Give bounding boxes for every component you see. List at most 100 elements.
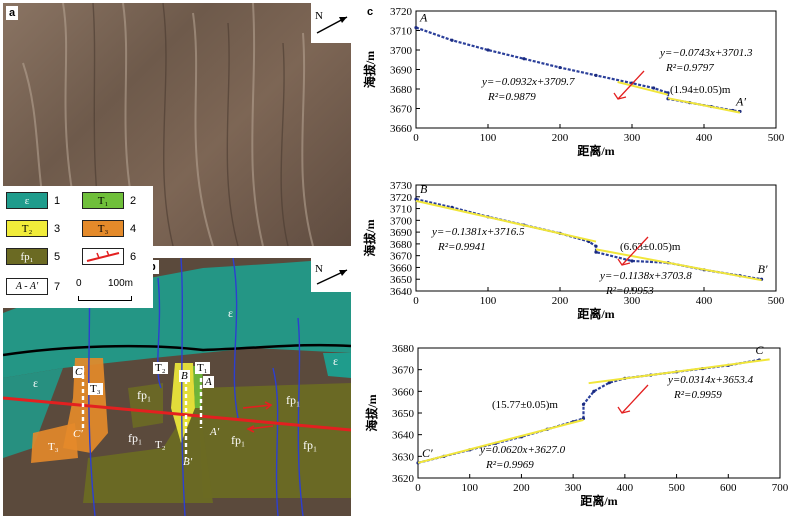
x-axis-label: 距离/m xyxy=(577,306,614,321)
fit-line-upper xyxy=(588,358,770,385)
y-tick-label: 3720 xyxy=(390,6,413,18)
y-tick-label: 3700 xyxy=(390,215,413,227)
x-tick-label: 0 xyxy=(415,482,421,494)
map-label-T3-2: T₃ xyxy=(48,441,59,453)
legend-box: ε 1 T₁ 2 T₂ 3 T₃ 4 fp₁ 5 6 A - A′ 7 0 10… xyxy=(2,186,153,308)
x-tick-label: 400 xyxy=(696,295,713,307)
offset-label: (15.77±0.05)m xyxy=(492,399,558,411)
profile-point xyxy=(522,57,526,61)
legend-num-6: 6 xyxy=(130,250,137,263)
x-tick-label: 500 xyxy=(668,482,685,494)
y-tick-label: 3710 xyxy=(390,204,413,216)
fit-r2-upper: R²=0.9941 xyxy=(437,241,486,253)
profile-point xyxy=(592,389,596,393)
fault-symbol-icon xyxy=(82,248,124,265)
profile-point xyxy=(630,259,634,263)
fit-equation-upper: y=0.0314x+3653.4 xyxy=(667,374,754,386)
fit-equation-lower: y=−0.1138x+3703.8 xyxy=(599,270,692,282)
y-tick-label: 3620 xyxy=(392,473,415,485)
y-tick-label: 3650 xyxy=(392,408,415,420)
north-arrow-b: N xyxy=(311,258,351,292)
fit-line-lower xyxy=(595,248,762,282)
legend-item-5: fp₁ 5 xyxy=(6,248,60,265)
fault-arrow-line xyxy=(621,384,649,414)
y-tick-label: 3640 xyxy=(392,430,415,442)
profile-point xyxy=(414,197,418,201)
fit-equation-lower: y=0.0620x+3627.0 xyxy=(479,444,566,456)
map-label-B: B xyxy=(179,370,190,382)
y-tick-label: 3680 xyxy=(392,343,415,355)
north-label: N xyxy=(315,10,323,22)
legend-swatch-2: T₁ xyxy=(82,192,124,209)
fit-line-upper xyxy=(415,199,597,243)
y-tick-label: 3670 xyxy=(392,365,415,377)
y-tick-label: 3670 xyxy=(390,251,413,263)
fit-line-upper xyxy=(617,81,669,96)
y-tick-label: 3660 xyxy=(392,386,415,398)
panel-label-a: a xyxy=(6,6,19,20)
x-tick-label: 100 xyxy=(480,295,497,307)
x-tick-label: 0 xyxy=(413,132,419,144)
profile-point xyxy=(594,73,598,77)
profile-point xyxy=(486,48,490,52)
fault-arrow-line xyxy=(621,236,649,266)
legend-num-1: 1 xyxy=(54,194,61,207)
x-tick-label: 300 xyxy=(624,295,641,307)
legend-item-6: 6 xyxy=(82,248,136,265)
map-label-eps-1: ε xyxy=(228,306,234,320)
profile-point xyxy=(594,244,598,248)
fit-equation-upper: y=−0.0932x+3709.7 xyxy=(481,76,575,88)
panel-label-c: c xyxy=(364,5,377,19)
map-label-fp1-4: fp₁ xyxy=(231,433,246,447)
x-tick-label: 200 xyxy=(552,295,569,307)
y-tick-label: 3710 xyxy=(390,26,413,38)
x-tick-label: 500 xyxy=(768,132,785,144)
x-tick-label: 200 xyxy=(513,482,530,494)
offset-label: (6.63±0.05)m xyxy=(620,241,681,253)
map-label-Ap: A′ xyxy=(210,426,220,438)
y-axis-label: 海拔/m xyxy=(364,394,379,431)
x-tick-label: 200 xyxy=(552,132,569,144)
profile-point xyxy=(652,86,656,90)
scale-bar-line xyxy=(78,296,132,301)
profile-point xyxy=(581,402,586,406)
x-tick-label: 100 xyxy=(480,132,497,144)
fit-r2-lower: R²=0.9797 xyxy=(665,62,714,74)
profile-line-icon: A - A′ xyxy=(6,278,48,295)
north-arrow-icon: N xyxy=(315,10,348,34)
fit-r2-lower: R²=0.9953 xyxy=(605,285,654,297)
fault-arrow-head xyxy=(617,258,631,266)
map-label-A: A xyxy=(203,376,214,388)
fit-line-lower xyxy=(417,418,584,464)
y-tick-label: 3660 xyxy=(390,123,413,135)
legend-item-4: T₃ 4 xyxy=(82,220,136,237)
legend-item-2: T₁ 2 xyxy=(82,192,136,209)
x-tick-label: 600 xyxy=(720,482,737,494)
fit-equation-upper: y=−0.1381x+3716.5 xyxy=(431,226,525,238)
map-label-fp1-1: fp₁ xyxy=(286,393,301,407)
y-tick-label: 3660 xyxy=(390,262,413,274)
scale-bar: 0 100m xyxy=(74,278,144,304)
profile-point xyxy=(450,38,454,42)
y-tick-label: 3680 xyxy=(390,239,413,251)
map-label-eps-3: ε xyxy=(333,354,339,368)
offset-label: (1.94±0.05)m xyxy=(670,84,731,96)
map-label-T1: T₁ xyxy=(195,362,210,374)
legend-item-7: A - A′ 7 xyxy=(6,278,60,295)
legend-swatch-4: T₃ xyxy=(82,220,124,237)
legend-num-5: 5 xyxy=(54,250,61,263)
profile-end-label: C xyxy=(755,343,764,357)
y-tick-label: 3690 xyxy=(390,65,413,77)
profile-start-label: C′ xyxy=(422,446,433,460)
x-tick-label: 100 xyxy=(461,482,478,494)
x-axis-label: 距离/m xyxy=(577,143,614,158)
legend-item-1: ε 1 xyxy=(6,192,60,209)
profile-start-label: B xyxy=(420,182,428,196)
map-label-T2-2: T₂ xyxy=(155,439,166,451)
profile-end-label: B′ xyxy=(758,262,768,276)
y-tick-label: 3670 xyxy=(390,104,413,116)
profile-point xyxy=(414,25,418,30)
map-label-fp1-3: fp₁ xyxy=(128,431,143,445)
legend-swatch-5: fp₁ xyxy=(6,248,48,265)
x-tick-label: 300 xyxy=(624,132,641,144)
